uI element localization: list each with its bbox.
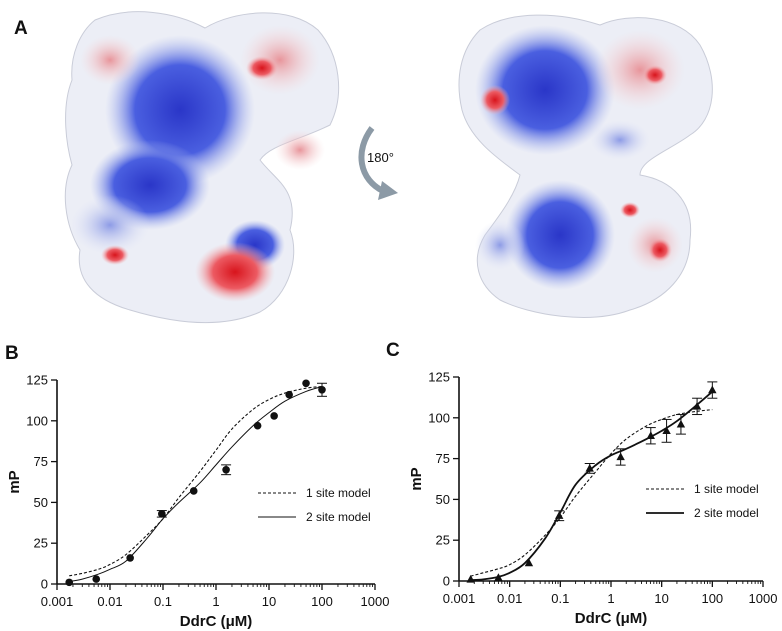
rotation-arrow-icon bbox=[358, 126, 398, 200]
data-point bbox=[494, 573, 503, 581]
binding-chart-b: 0.001 0.01 0.1 1 10 100 1000 0 25 50 75 100 125 DdrC … bbox=[6, 373, 390, 631]
x-tick-label: 1000 bbox=[361, 594, 390, 609]
legend-label: 2 site model bbox=[694, 506, 759, 520]
data-point bbox=[318, 385, 326, 394]
data-point bbox=[158, 510, 166, 518]
data-point bbox=[692, 401, 702, 410]
data-point bbox=[189, 487, 198, 495]
x-tick-label: 1 bbox=[212, 594, 219, 609]
data-point bbox=[585, 463, 594, 472]
legend-label: 1 site model bbox=[694, 482, 759, 496]
data-point bbox=[555, 511, 564, 519]
y-tick-label: 125 bbox=[26, 373, 48, 388]
data-point bbox=[126, 554, 134, 562]
x-tick-label: 0.01 bbox=[97, 594, 122, 609]
y-tick-label: 25 bbox=[34, 536, 48, 551]
x-tick-label: 10 bbox=[262, 594, 276, 609]
y-tick-label: 75 bbox=[34, 454, 48, 469]
fit-line-one-site bbox=[470, 409, 713, 577]
data-point bbox=[270, 412, 278, 420]
data-point bbox=[285, 390, 293, 399]
surface-panel bbox=[64, 11, 713, 324]
y-tick-label: 25 bbox=[436, 533, 450, 548]
protein-surface-rotated bbox=[458, 14, 713, 318]
data-point bbox=[662, 426, 671, 435]
x-tick-label: 100 bbox=[701, 591, 723, 606]
panel-label-b: B bbox=[5, 343, 19, 364]
x-tick-label: 0.01 bbox=[497, 591, 522, 606]
data-point bbox=[466, 574, 475, 583]
x-axis-title: DdrC (μM) bbox=[575, 610, 648, 627]
y-tick-label: 50 bbox=[34, 495, 48, 510]
y-tick-label: 100 bbox=[26, 413, 48, 428]
x-tick-label: 1 bbox=[607, 591, 614, 606]
panel-label-a: A bbox=[14, 18, 28, 39]
y-tick-label: 0 bbox=[41, 577, 48, 592]
data-point bbox=[616, 452, 625, 461]
x-tick-label: 0.1 bbox=[154, 594, 172, 609]
legend-label: 1 site model bbox=[306, 486, 371, 500]
rotation-label: 180° bbox=[367, 150, 394, 165]
x-tick-label: 1000 bbox=[749, 591, 778, 606]
data-point bbox=[646, 431, 655, 439]
y-tick-label: 100 bbox=[428, 410, 450, 425]
legend-label: 2 site model bbox=[306, 510, 371, 524]
protein-surface-front bbox=[64, 11, 340, 324]
x-tick-label: 0.001 bbox=[41, 594, 74, 609]
y-axis-title: mP bbox=[408, 467, 425, 490]
data-point bbox=[92, 575, 101, 583]
fit-line-two-site bbox=[470, 391, 713, 582]
panel-label-c: C bbox=[386, 340, 400, 361]
data-point bbox=[222, 465, 230, 474]
x-tick-label: 0.1 bbox=[551, 591, 569, 606]
data-point bbox=[524, 558, 534, 567]
y-tick-label: 50 bbox=[436, 492, 450, 507]
data-point bbox=[65, 578, 74, 587]
x-tick-label: 100 bbox=[311, 594, 333, 609]
fit-line-one-site bbox=[69, 385, 323, 577]
binding-chart-c: 0.001 0.01 0.1 1 10 100 1000 0 25 50 75 100 125 DdrC … bbox=[408, 370, 778, 628]
x-tick-label: 10 bbox=[654, 591, 668, 606]
data-point bbox=[253, 421, 262, 430]
y-tick-label: 125 bbox=[428, 370, 450, 385]
x-tick-label: 0.001 bbox=[443, 591, 476, 606]
data-point bbox=[302, 379, 310, 388]
fit-line-two-site bbox=[69, 386, 323, 583]
x-axis-title: DdrC (μM) bbox=[180, 613, 253, 630]
y-tick-label: 75 bbox=[436, 451, 450, 466]
y-axis-title: mP bbox=[6, 470, 23, 493]
data-point bbox=[676, 419, 686, 428]
data-point bbox=[708, 385, 717, 394]
y-tick-label: 0 bbox=[443, 574, 450, 589]
